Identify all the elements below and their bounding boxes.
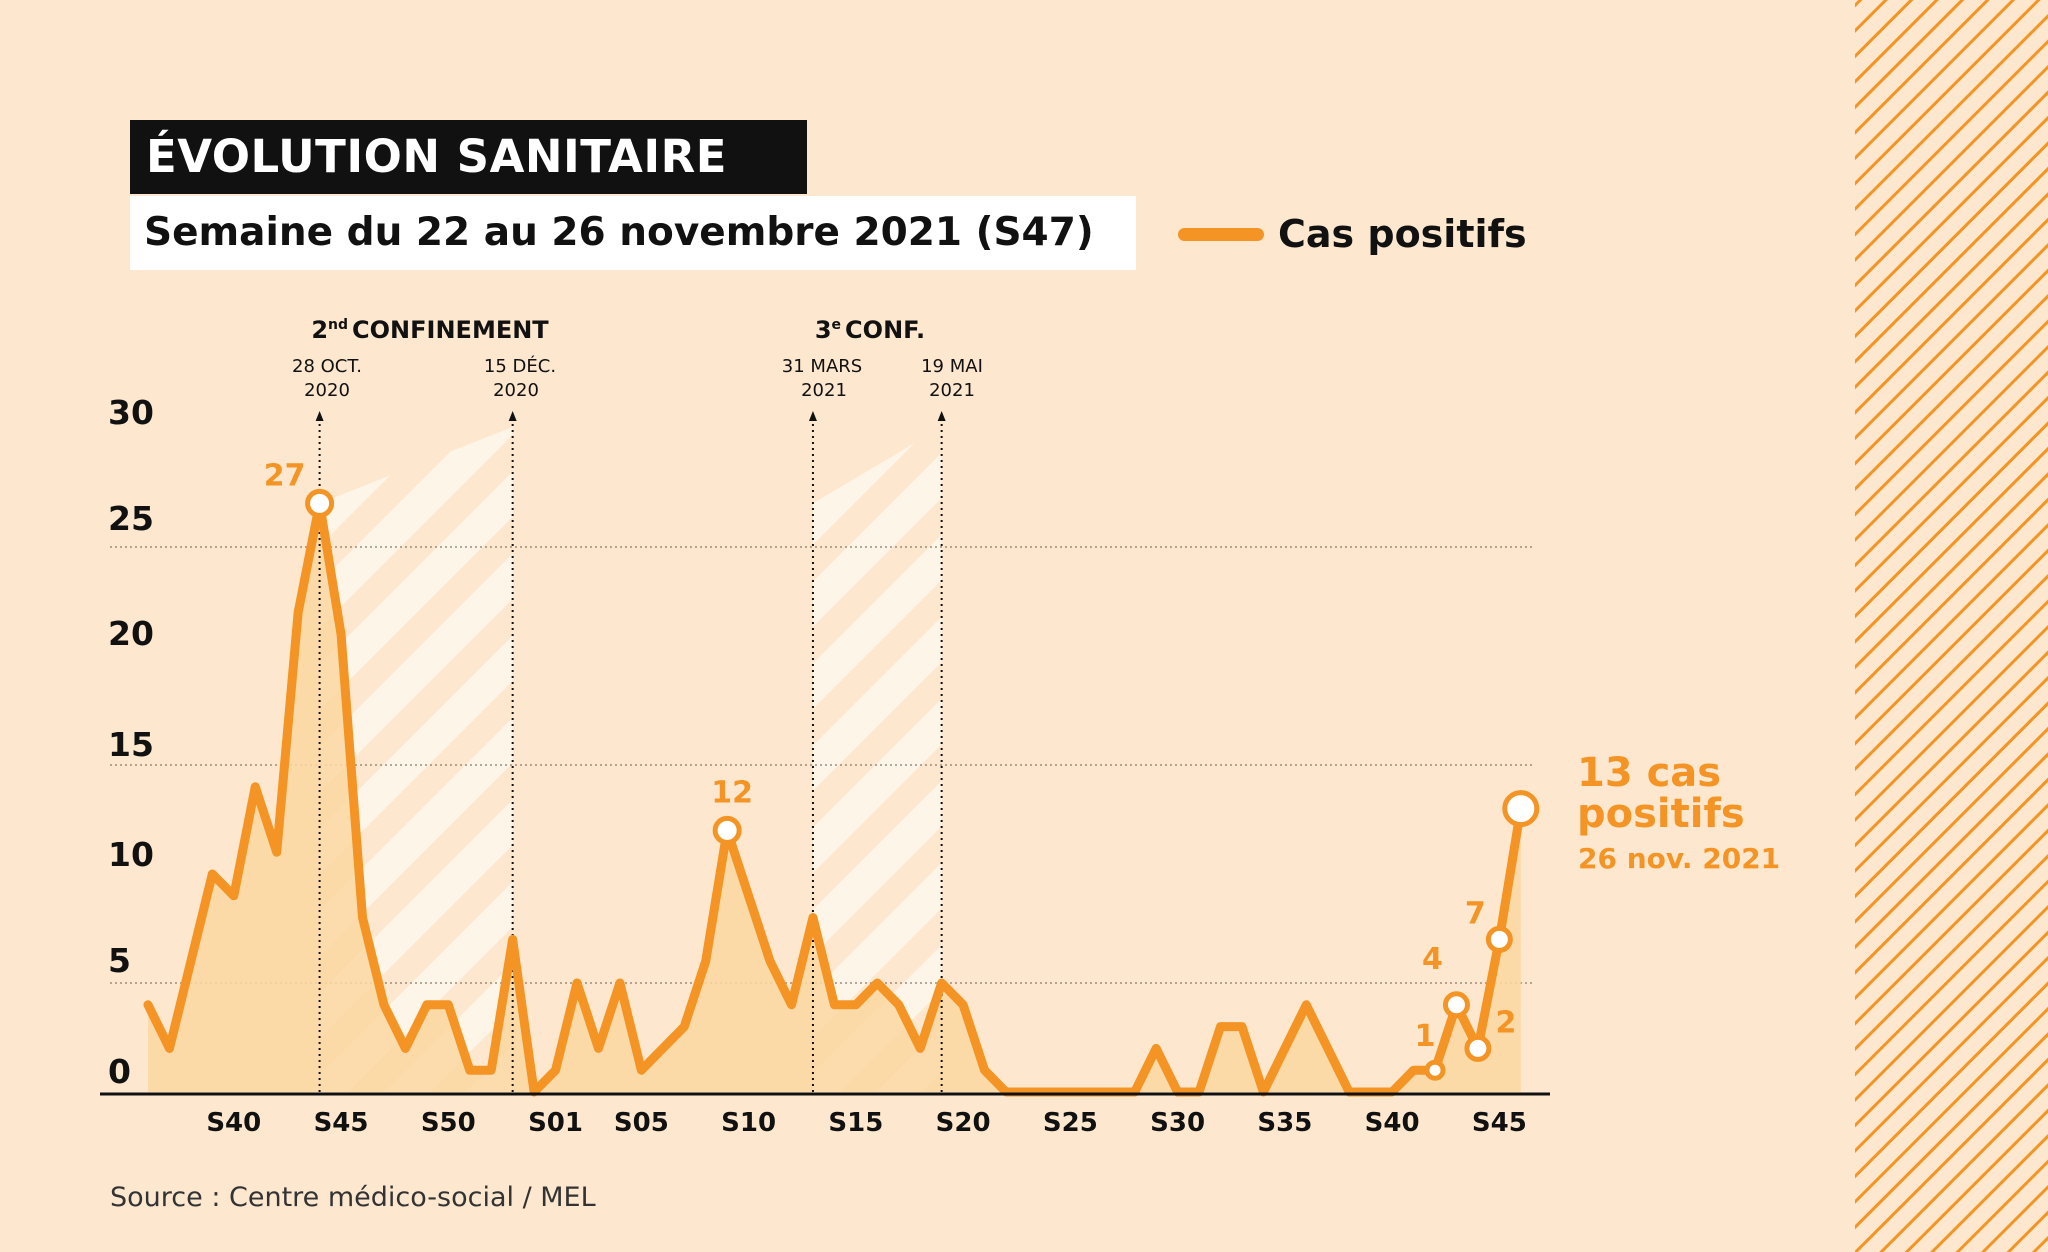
event-date-start3-line2: 2021 xyxy=(801,380,847,401)
data-label: 1 xyxy=(1415,1019,1436,1054)
side-hatching xyxy=(1855,0,2048,1252)
point-marker-62 xyxy=(1464,1034,1492,1062)
data-label: 7 xyxy=(1465,896,1486,931)
xtick-label: S10 xyxy=(721,1108,776,1138)
xtick-label: S40 xyxy=(206,1108,261,1138)
xtick-label: S45 xyxy=(314,1108,369,1138)
legend-swatch xyxy=(1178,227,1264,241)
ytick-label-15: 15 xyxy=(108,725,154,764)
point-marker-63 xyxy=(1485,925,1513,953)
point-marker-8 xyxy=(305,488,335,518)
page-subtitle: Semaine du 22 au 26 novembre 2021 (S47) xyxy=(130,196,1136,270)
point-marker-60 xyxy=(1424,1059,1446,1081)
ytick-label-30: 30 xyxy=(108,393,154,432)
xtick-label: S01 xyxy=(528,1108,583,1138)
point-marker-27 xyxy=(712,815,742,845)
point-marker-64 xyxy=(1502,790,1540,828)
point-marker-61 xyxy=(1442,991,1470,1019)
confinement3-band xyxy=(812,427,942,1093)
xtick-label: S15 xyxy=(828,1108,883,1138)
ytick-label-20: 20 xyxy=(108,614,154,653)
source-note: Source : Centre médico-social / MEL xyxy=(110,1182,596,1213)
xtick-label: S30 xyxy=(1150,1108,1205,1138)
ytick-label-25: 25 xyxy=(108,499,154,538)
ytick-label-5: 5 xyxy=(108,941,131,980)
legend: Cas positifs xyxy=(1178,210,1527,258)
callout-line2: positifs xyxy=(1577,791,1745,837)
cases-line xyxy=(143,498,1526,1097)
event-arrow-3 xyxy=(937,411,946,421)
xtick-label: S05 xyxy=(614,1108,669,1138)
data-label: 27 xyxy=(264,458,306,493)
data-label: 4 xyxy=(1422,942,1443,977)
xtick-label: S35 xyxy=(1257,1108,1312,1138)
legend-label: Cas positifs xyxy=(1278,212,1527,256)
data-label: 2 xyxy=(1495,1005,1516,1040)
event-arrow-2 xyxy=(808,411,817,421)
ytick-label-0: 0 xyxy=(108,1052,131,1091)
event-date-end3-line2: 2021 xyxy=(929,380,975,401)
event-title-confinement3: 3e CONF. xyxy=(815,316,925,344)
xtick-label: S20 xyxy=(936,1108,991,1138)
callout-line1: 13 cas xyxy=(1577,750,1721,796)
event-date-start2-line1: 28 OCT. xyxy=(292,356,362,377)
ytick-label-10: 10 xyxy=(108,835,154,874)
cases-area xyxy=(148,503,1521,1092)
event-title-confinement2: 2nd CONFINEMENT xyxy=(311,316,549,344)
xtick-label: S45 xyxy=(1472,1108,1527,1138)
xtick-label: S50 xyxy=(421,1108,476,1138)
event-date-end2-line2: 2020 xyxy=(493,380,539,401)
event-date-start2-line2: 2020 xyxy=(304,380,350,401)
page-title: ÉVOLUTION SANITAIRE xyxy=(130,120,807,194)
event-arrow-1 xyxy=(508,411,517,421)
data-label: 12 xyxy=(711,775,753,810)
callout-date: 26 nov. 2021 xyxy=(1578,842,1780,875)
event-date-start3-line1: 31 MARS xyxy=(782,356,862,377)
xtick-label: S25 xyxy=(1043,1108,1098,1138)
event-date-end3-line1: 19 MAI xyxy=(921,356,983,377)
event-date-end2-line1: 15 DÉC. xyxy=(484,355,556,377)
xtick-label: S40 xyxy=(1365,1108,1420,1138)
event-arrow-0 xyxy=(315,411,324,421)
